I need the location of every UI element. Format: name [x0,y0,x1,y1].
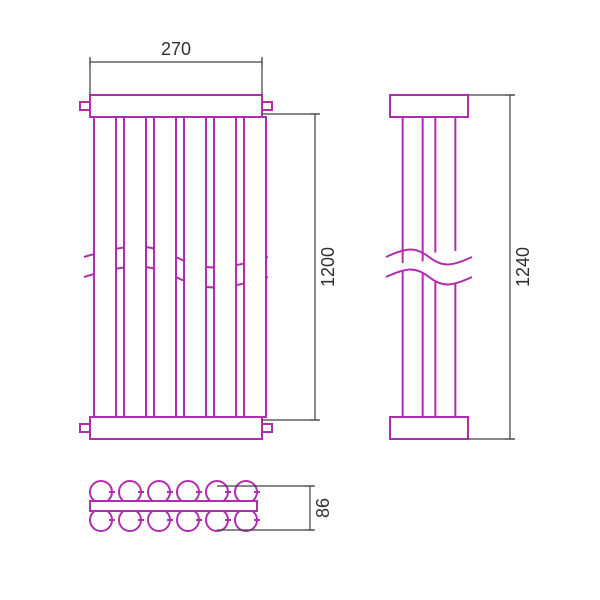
top-tube-circle [235,509,257,531]
dimension-label: 1200 [318,247,338,287]
top-tube-circle [177,481,199,503]
top-tube-circle [148,509,170,531]
technical-drawing: 270 1200 1240 86 [0,0,600,600]
side-view [386,97,472,437]
top-tube-circle [148,481,170,503]
top-tube-circle [90,481,112,503]
top-tube-circle [119,509,141,531]
top-tube-circle [235,481,257,503]
top-tube-circle [177,509,199,531]
top-tube-circle [206,481,228,503]
dimension-label: 86 [313,498,333,518]
dimension-label: 270 [161,39,191,59]
front-footer [90,417,262,439]
front-header [90,95,262,117]
top-tube-circle [206,509,228,531]
top-tube-circle [90,509,112,531]
dimension-label: 1240 [513,247,533,287]
top-tube-circle [119,481,141,503]
front-tubes [94,117,266,417]
